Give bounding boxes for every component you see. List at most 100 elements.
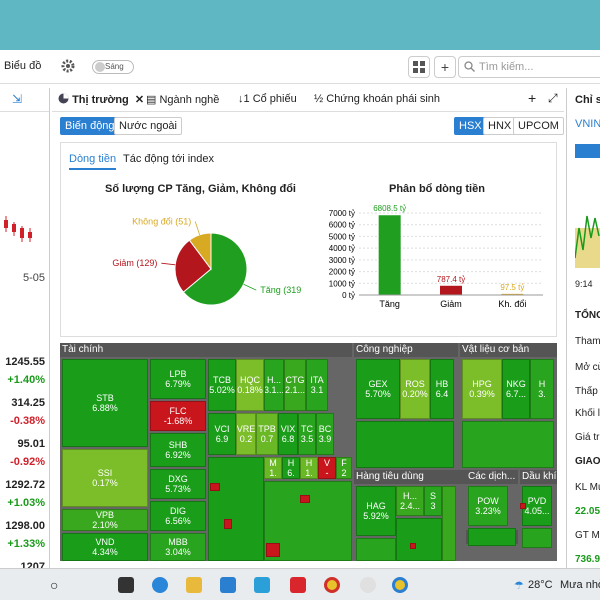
index-ticker[interactable]: VNIN [575, 118, 600, 130]
treemap-tile[interactable]: DIG 6.56% [150, 501, 206, 531]
treemap-tile[interactable]: ITA 3.1 [306, 359, 328, 411]
treemap-decline-tile[interactable] [300, 495, 310, 503]
sector-header[interactable]: Các dịch... [466, 470, 518, 484]
treemap-decline-tile[interactable] [210, 483, 220, 491]
treemap-tile[interactable]: POW 3.23% [468, 486, 508, 526]
tab-tac-dong[interactable]: Tác động tới index [123, 153, 214, 165]
chrome-active-icon[interactable] [392, 577, 408, 593]
treemap-tile[interactable]: H 1. [300, 457, 318, 479]
weather-text: Mưa nhỏ [560, 579, 600, 591]
treemap-tile[interactable]: MBB 3.04% [150, 533, 206, 561]
expand-left-icon[interactable]: ⇲ [12, 92, 23, 106]
tab-co-phieu[interactable]: ↓1 Cổ phiếu [238, 93, 297, 105]
tile-symbol: PVD [527, 496, 547, 506]
wps-icon[interactable] [290, 577, 306, 593]
treemap-tile[interactable]: STB 6.88% [62, 359, 148, 447]
treemap-tile[interactable]: VND 4.34% [62, 533, 148, 561]
treemap-tile[interactable]: VCI 6.9 [208, 413, 236, 455]
treemap-tile[interactable]: TCB 5.02% [208, 359, 236, 411]
add-button[interactable]: + [434, 56, 456, 78]
exchange-hsx-button[interactable]: HSX [454, 117, 487, 135]
treemap-tile[interactable]: H 6. [282, 457, 300, 479]
treemap-tile[interactable]: DXG 5.73% [150, 469, 206, 499]
tile-symbol: LPB [169, 369, 187, 379]
sector-header[interactable]: Tài chính [60, 343, 352, 357]
exchange-hnx-button[interactable]: HNX [483, 117, 517, 135]
treemap-tile[interactable]: FLC -1.68% [150, 401, 206, 431]
treemap-tile[interactable]: SSI 0.17% [62, 449, 148, 507]
index-selector[interactable] [575, 144, 600, 158]
treemap-decline-tile[interactable] [520, 503, 526, 509]
treemap-small-tiles[interactable] [462, 421, 554, 468]
treemap-small-tiles[interactable] [442, 486, 456, 561]
grid-layout-button[interactable] [408, 56, 430, 78]
treemap-tile[interactable]: TPB 0.7 [256, 413, 278, 455]
treemap-tile[interactable]: H... 2.4... [396, 486, 424, 516]
sector-header[interactable]: Dầu khí [520, 470, 557, 484]
tile-symbol: VPB [95, 510, 114, 520]
treemap-decline-tile[interactable] [266, 543, 280, 557]
treemap-tile[interactable]: H... 3.1... [264, 359, 284, 411]
theme-toggle[interactable]: Sáng [92, 60, 134, 74]
treemap-tile[interactable]: TC 3.5 [298, 413, 316, 455]
mode-nuoc-ngoai-button[interactable]: Nước ngoài [114, 117, 182, 135]
treemap-tile[interactable]: HAG 5.92% [356, 486, 396, 536]
treemap-tile[interactable]: BC 3.9 [316, 413, 334, 455]
treemap-tile[interactable]: HPG 0.39% [462, 359, 502, 419]
treemap-tile[interactable]: NKG 6.7... [502, 359, 530, 419]
tab-phai-sinh[interactable]: ½ Chứng khoán phái sinh [314, 93, 440, 105]
sector-header[interactable]: Vật liệu cơ bản [460, 343, 557, 357]
tab-nganh-nghe[interactable]: ▤ Ngành nghề [146, 93, 219, 106]
sector-header[interactable]: Công nghiệp [354, 343, 458, 357]
exchange-upcom-button[interactable]: UPCOM [513, 117, 564, 135]
search-circle-icon[interactable]: ○ [50, 577, 59, 593]
treemap-tile[interactable]: HQC 0.18% [236, 359, 264, 411]
treemap-tile[interactable]: H 3. [530, 359, 554, 419]
gear-icon[interactable] [60, 58, 76, 74]
treemap-tile[interactable]: LPB 6.79% [150, 359, 206, 399]
treemap-tile[interactable]: VRE 0.2 [236, 413, 256, 455]
treemap-small-tiles[interactable] [356, 538, 396, 561]
treemap-tile[interactable]: SHB 6.92% [150, 433, 206, 467]
add-tab-icon[interactable]: + [528, 90, 537, 106]
treemap-tile[interactable]: PVD 4.05... [522, 486, 552, 526]
tile-symbol: HQC [240, 375, 260, 385]
treemap-tile[interactable]: HB 6.4 [430, 359, 454, 419]
treemap-tile[interactable]: V- [318, 457, 336, 479]
y-tick-label: 4000 tỷ [329, 244, 355, 253]
treemap-tile[interactable]: CTG 2.1... [284, 359, 306, 411]
treemap-small-tiles[interactable] [396, 518, 442, 561]
chrome-icon[interactable] [324, 577, 340, 593]
treemap-decline-tile[interactable] [410, 543, 416, 549]
search-input[interactable]: Tìm kiếm... [458, 56, 600, 78]
treemap-decline-tile[interactable] [224, 519, 232, 529]
calendar-icon[interactable] [254, 577, 270, 593]
treemap-small-tiles[interactable] [208, 457, 264, 561]
treemap-tile[interactable]: M 1. [264, 457, 282, 479]
treemap-tile[interactable]: VIX 6.8 [278, 413, 298, 455]
task-view-icon[interactable] [118, 577, 134, 593]
theme-toggle-label: Sáng [105, 62, 124, 71]
tile-change: 3.04% [165, 547, 191, 557]
sector-header[interactable]: Hàng tiêu dùng [354, 470, 466, 484]
quote-price: 1245.55 [5, 356, 45, 368]
treemap-small-tiles[interactable] [356, 421, 454, 468]
expand-icon[interactable]: ⤢ [548, 91, 558, 105]
treemap-tile[interactable]: VPB 2.10% [62, 509, 148, 531]
mode-bien-dong-button[interactable]: Biến động [60, 117, 120, 135]
treemap-tile[interactable]: ROS 0.20% [400, 359, 430, 419]
chat-icon[interactable] [360, 577, 376, 593]
tab-dong-tien[interactable]: Dòng tiền [69, 153, 117, 170]
treemap-small-tiles[interactable] [468, 528, 516, 546]
folder-icon[interactable] [186, 577, 202, 593]
treemap-small-tiles[interactable] [522, 528, 552, 548]
y-tick-label: 0 tỷ [342, 291, 355, 300]
store-icon[interactable] [220, 577, 236, 593]
edge-icon[interactable] [152, 577, 168, 593]
tab-thi-truong[interactable]: Thị trường ✕ [58, 93, 144, 106]
close-icon[interactable]: ✕ [134, 94, 145, 106]
chart-menu-label[interactable]: Biểu đồ [4, 60, 42, 72]
treemap-tile[interactable]: GEX 5.70% [356, 359, 400, 419]
